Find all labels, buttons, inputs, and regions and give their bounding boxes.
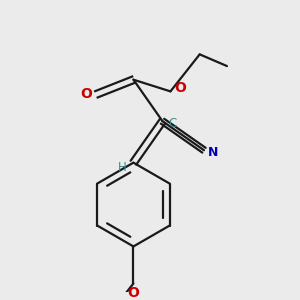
Text: O: O — [174, 82, 186, 95]
Text: O: O — [81, 87, 93, 101]
Text: N: N — [208, 146, 218, 159]
Text: C: C — [168, 117, 177, 130]
Text: H: H — [117, 161, 126, 174]
Text: O: O — [128, 286, 140, 300]
